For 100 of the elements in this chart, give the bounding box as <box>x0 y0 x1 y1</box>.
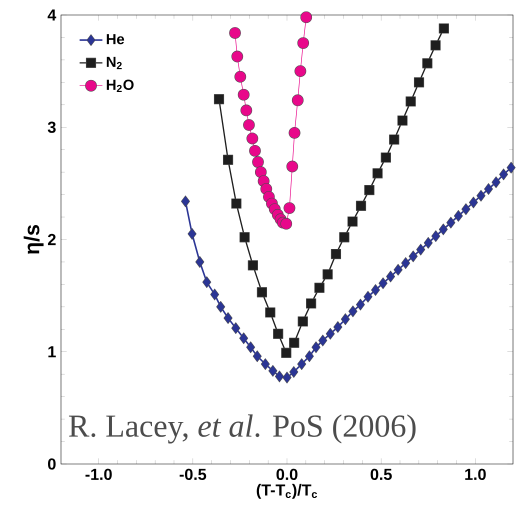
point <box>222 154 234 165</box>
point <box>240 104 252 116</box>
point <box>454 210 463 222</box>
point <box>304 350 314 362</box>
point <box>240 232 250 242</box>
point <box>252 350 262 362</box>
point <box>314 282 324 293</box>
x-tick-label: 1.0 <box>465 468 486 480</box>
point <box>282 372 292 384</box>
point <box>188 228 197 240</box>
point <box>243 119 255 131</box>
point <box>214 94 224 104</box>
point <box>406 96 416 106</box>
point <box>181 195 190 208</box>
point <box>356 200 366 211</box>
point <box>438 23 449 34</box>
point <box>238 88 250 101</box>
y-tick-label: 3 <box>48 122 56 133</box>
point <box>397 115 408 126</box>
point <box>414 77 424 88</box>
point <box>339 232 350 242</box>
x-tick-label: -1.0 <box>86 468 112 480</box>
x-tick-label: -0.5 <box>180 468 206 480</box>
point <box>224 312 233 324</box>
point <box>318 334 328 346</box>
point <box>216 300 226 313</box>
point <box>333 321 342 333</box>
point <box>372 168 383 178</box>
point <box>286 160 298 172</box>
point <box>424 236 433 249</box>
point <box>246 341 256 354</box>
legend-label: N$_{2}$ <box>106 56 122 70</box>
point <box>265 307 276 318</box>
point <box>252 156 264 168</box>
point <box>430 40 441 50</box>
point <box>298 316 308 327</box>
point <box>273 328 284 339</box>
point <box>246 132 258 144</box>
point <box>431 230 440 242</box>
point <box>229 27 241 39</box>
point <box>284 202 296 214</box>
point <box>371 284 380 296</box>
point <box>408 250 418 262</box>
point <box>288 126 300 139</box>
point <box>364 185 374 196</box>
point <box>416 244 426 256</box>
point <box>239 332 248 344</box>
point <box>422 58 432 68</box>
point <box>378 277 388 290</box>
point <box>492 176 501 188</box>
point <box>506 162 516 174</box>
point <box>300 11 312 24</box>
y-tick-label: 4 <box>48 9 56 20</box>
point <box>281 348 292 358</box>
y-tick-label: 0 <box>48 458 56 470</box>
point <box>280 218 292 230</box>
point <box>260 358 270 370</box>
point <box>268 364 278 377</box>
point <box>330 249 342 260</box>
point <box>326 328 335 340</box>
point <box>292 94 304 106</box>
point <box>461 203 470 216</box>
point <box>297 358 306 370</box>
point <box>312 341 320 354</box>
point <box>386 270 396 282</box>
point <box>389 134 400 145</box>
point <box>322 269 333 280</box>
point <box>249 144 261 157</box>
point <box>394 264 403 276</box>
point <box>231 322 240 334</box>
point <box>356 298 365 310</box>
point <box>275 370 284 382</box>
point <box>210 288 220 300</box>
point <box>248 260 258 270</box>
point <box>446 216 456 229</box>
point <box>468 196 478 208</box>
point <box>234 70 246 83</box>
point <box>231 198 242 209</box>
point <box>484 183 493 195</box>
point <box>202 276 212 288</box>
point <box>476 190 486 202</box>
x-tick-label: 0.5 <box>370 468 392 480</box>
point <box>499 168 508 180</box>
point <box>348 305 358 318</box>
point <box>231 50 244 62</box>
x-axis-title: (T-T$_{c}$)/T$_{c}$ <box>256 484 318 499</box>
point <box>289 338 300 348</box>
legend-label: H$_{2}$O <box>106 80 134 92</box>
legend-label: He <box>106 34 124 44</box>
point <box>256 287 268 298</box>
y-tick-label: 2 <box>48 234 56 246</box>
point <box>347 216 358 227</box>
point <box>195 256 204 268</box>
y-axis-title: η/s <box>24 224 44 254</box>
point <box>306 298 316 309</box>
point <box>401 257 410 269</box>
point <box>297 37 310 49</box>
point <box>364 290 372 303</box>
x-tick-label: 0.0 <box>276 468 298 480</box>
point <box>294 65 306 77</box>
